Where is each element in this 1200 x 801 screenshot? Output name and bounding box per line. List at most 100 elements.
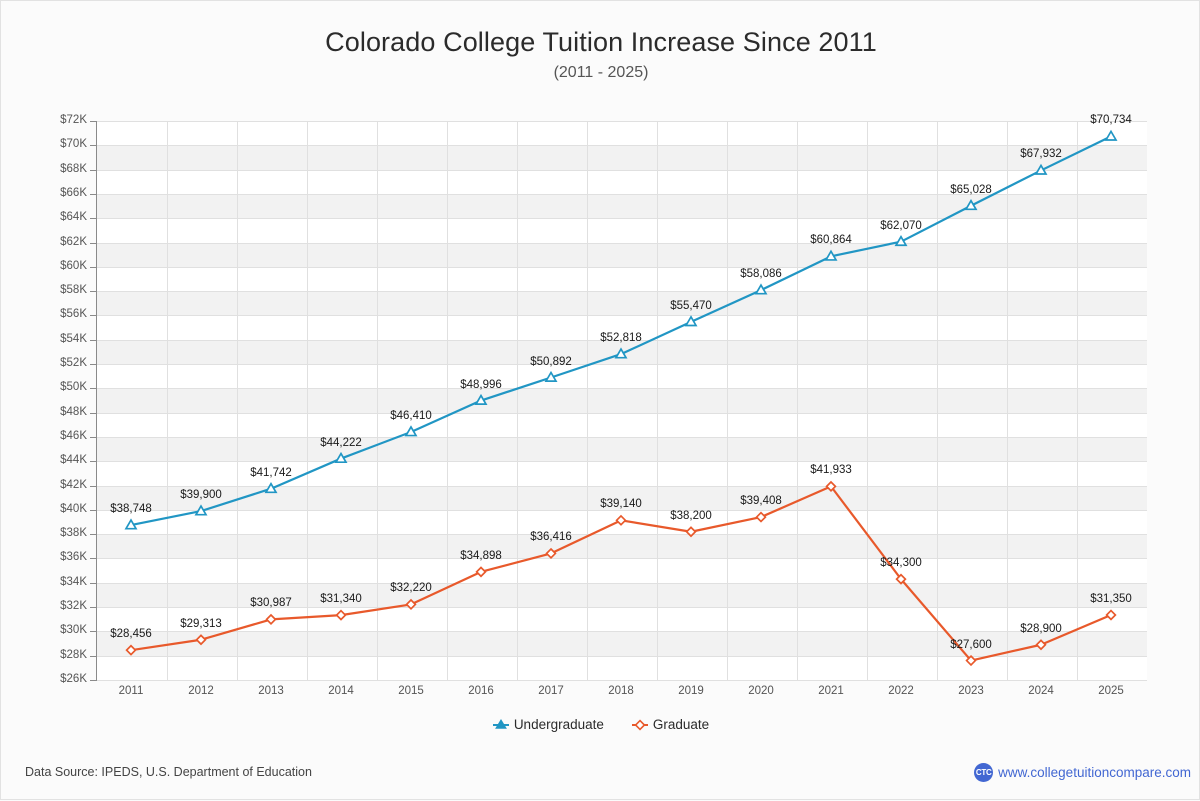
vertical-gridline: [867, 121, 868, 680]
data-point-label: $34,898: [460, 549, 502, 562]
horizontal-gridline: [97, 558, 1147, 560]
y-tick-mark: [90, 121, 96, 122]
horizontal-gridline: [97, 680, 1147, 681]
vertical-gridline: [167, 121, 168, 680]
brand-link[interactable]: CTC www.collegetuitioncompare.com: [974, 763, 1191, 782]
x-tick-label: 2014: [328, 685, 354, 697]
y-tick-mark: [90, 485, 96, 487]
horizontal-gridline: [97, 218, 1147, 220]
chart-subtitle: (2011 - 2025): [553, 64, 649, 81]
y-tick-label: $36K: [60, 551, 87, 564]
data-point-label: $62,070: [880, 219, 922, 232]
y-tick-mark: [90, 436, 96, 438]
data-point-label: $39,408: [740, 495, 782, 508]
data-point-label: $58,086: [740, 268, 782, 281]
vertical-gridline: [1007, 121, 1008, 680]
x-tick-label: 2016: [468, 685, 494, 697]
data-point-label: $28,456: [110, 628, 152, 641]
y-tick-mark: [90, 582, 96, 584]
horizontal-gridline: [97, 412, 1147, 414]
data-point-label: $50,892: [530, 355, 572, 368]
y-tick-label: $64K: [60, 211, 87, 224]
grid-band: [97, 242, 1147, 267]
x-tick-label: 2025: [1098, 685, 1124, 697]
data-point-label: $41,933: [810, 464, 852, 477]
vertical-gridline: [447, 121, 448, 680]
horizontal-gridline: [97, 436, 1147, 438]
vertical-gridline: [937, 121, 938, 680]
chart-title: Colorado College Tuition Increase Since …: [325, 27, 877, 57]
x-tick-label: 2013: [258, 685, 284, 697]
data-point-label: $44,222: [320, 436, 362, 449]
x-tick-label: 2019: [678, 685, 704, 697]
horizontal-gridline: [97, 631, 1147, 633]
y-tick-label: $66K: [60, 186, 87, 199]
y-tick-mark: [90, 145, 96, 147]
y-tick-label: $60K: [60, 259, 87, 272]
grid-band: [97, 436, 1147, 462]
data-point-label: $67,932: [1020, 148, 1062, 161]
y-tick-label: $68K: [60, 162, 87, 175]
y-tick-label: $46K: [60, 429, 87, 442]
data-point-label: $65,028: [950, 183, 992, 196]
y-tick-mark: [90, 388, 96, 390]
x-tick-label: 2012: [188, 685, 214, 697]
data-point-label: $27,600: [950, 638, 992, 651]
data-source-note: Data Source: IPEDS, U.S. Department of E…: [25, 765, 312, 779]
y-tick-mark: [90, 412, 96, 414]
y-tick-label: $72K: [60, 114, 87, 126]
data-point-label: $48,996: [460, 378, 502, 391]
x-tick-label: 2018: [608, 685, 634, 697]
data-point-label: $36,416: [530, 531, 572, 544]
data-point-label: $29,313: [180, 617, 222, 630]
legend-item-undergraduate[interactable]: Undergraduate: [492, 716, 604, 732]
triangle-marker-icon: [492, 718, 509, 729]
x-tick-label: 2021: [818, 685, 844, 697]
data-point-label: $39,140: [600, 498, 642, 511]
data-point-label: $31,340: [320, 593, 362, 606]
horizontal-gridline: [97, 291, 1147, 293]
horizontal-gridline: [97, 364, 1147, 366]
y-tick-mark: [90, 266, 96, 268]
y-tick-mark: [90, 242, 96, 244]
data-point-label: $41,742: [250, 466, 292, 479]
y-tick-mark: [90, 680, 96, 681]
grid-band: [97, 193, 1147, 219]
y-tick-mark: [90, 291, 96, 293]
y-tick-mark: [90, 218, 96, 220]
grid-band: [97, 145, 1147, 170]
y-tick-mark: [90, 509, 96, 511]
y-tick-mark: [90, 534, 96, 536]
y-tick-label: $40K: [60, 502, 87, 515]
y-tick-label: $42K: [60, 478, 87, 491]
vertical-gridline: [727, 121, 728, 680]
data-point-label: $38,748: [110, 503, 152, 516]
y-tick-label: $54K: [60, 332, 87, 345]
y-tick-label: $34K: [60, 575, 87, 588]
grid-band: [97, 534, 1147, 559]
y-tick-label: $28K: [60, 648, 87, 661]
horizontal-gridline: [97, 121, 1147, 122]
y-tick-label: $50K: [60, 381, 87, 394]
y-tick-label: $38K: [60, 527, 87, 540]
y-tick-mark: [90, 607, 96, 609]
vertical-gridline: [797, 121, 798, 680]
data-point-label: $38,200: [670, 509, 712, 522]
horizontal-gridline: [97, 461, 1147, 463]
data-point-label: $31,350: [1090, 592, 1132, 605]
y-tick-label: $52K: [60, 357, 87, 370]
horizontal-gridline: [97, 582, 1147, 584]
y-tick-label: $62K: [60, 235, 87, 248]
data-point-label: $55,470: [670, 299, 712, 312]
y-tick-mark: [90, 315, 96, 317]
y-tick-mark: [90, 631, 96, 633]
x-tick-label: 2024: [1028, 685, 1054, 697]
x-tick-label: 2023: [958, 685, 984, 697]
y-tick-label: $56K: [60, 308, 87, 321]
y-tick-label: $70K: [60, 138, 87, 151]
legend-item-graduate[interactable]: Graduate: [631, 716, 709, 732]
y-tick-mark: [90, 655, 96, 657]
data-point-label: $32,220: [390, 582, 432, 595]
y-tick-label: $44K: [60, 454, 87, 467]
